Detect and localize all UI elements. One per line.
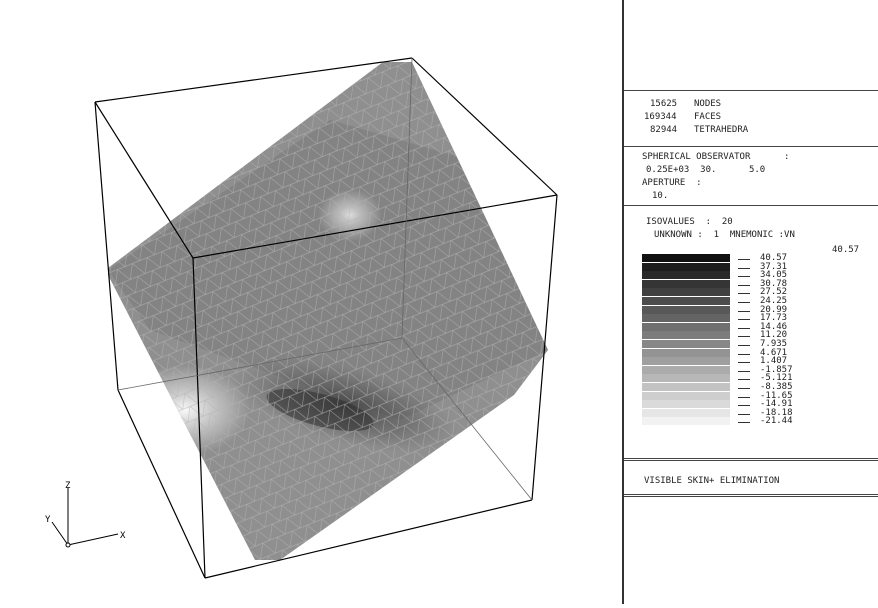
legend-swatch bbox=[642, 408, 730, 417]
legend-tick bbox=[738, 336, 750, 338]
axes-triad bbox=[51, 488, 119, 548]
y-axis bbox=[51, 521, 69, 546]
legend-value: -5.121 bbox=[760, 373, 793, 384]
legend-value: 11.20 bbox=[760, 330, 788, 341]
legend-swatch bbox=[642, 305, 730, 314]
legend-tick bbox=[738, 413, 750, 415]
observer-title: SPHERICAL OBSERVATOR bbox=[642, 152, 751, 162]
legend-tick bbox=[738, 327, 750, 329]
x-axis-label: X bbox=[120, 531, 126, 541]
legend-value: 17.73 bbox=[760, 313, 788, 324]
legend-tick bbox=[738, 284, 750, 286]
legend-swatch bbox=[642, 288, 730, 297]
legend-tick bbox=[738, 345, 750, 346]
observer-colon: : bbox=[784, 152, 790, 162]
legend-value: -8.385 bbox=[760, 382, 793, 392]
divider bbox=[624, 146, 878, 147]
legend-tick bbox=[738, 293, 750, 295]
legend-swatch bbox=[642, 254, 730, 262]
unknown-mnemonic: UNKNOWN : 1 MNEMONIC :VN bbox=[654, 230, 795, 240]
legend-tick bbox=[738, 396, 750, 398]
legend-tick bbox=[738, 362, 750, 364]
aperture-label: APERTURE : bbox=[642, 178, 702, 188]
legend-value: 30.78 bbox=[760, 278, 788, 289]
aperture-value: 10. bbox=[652, 191, 669, 201]
legend-tick bbox=[738, 405, 750, 407]
legend-swatch bbox=[642, 374, 730, 383]
z-axis-label: Z bbox=[65, 481, 71, 491]
legend-value: -18.18 bbox=[760, 407, 793, 418]
tetrahedra-label: TETRAHEDRA bbox=[694, 125, 749, 135]
legend-tick bbox=[738, 422, 750, 424]
nodes-count: 15625 bbox=[650, 99, 678, 109]
legend-value: -1.857 bbox=[760, 364, 793, 375]
legend-tick bbox=[738, 259, 750, 260]
isovalues-label: ISOVALUES : 20 bbox=[646, 217, 733, 227]
legend-value: 34.05 bbox=[760, 270, 788, 281]
legend-swatch bbox=[642, 357, 730, 366]
faces-label: FACES bbox=[694, 112, 722, 122]
legend-value: 27.52 bbox=[760, 287, 788, 298]
legend-tick bbox=[738, 267, 750, 269]
legend-swatch bbox=[642, 391, 730, 400]
tetrahedra-count: 82944 bbox=[650, 125, 678, 135]
legend-swatch bbox=[642, 279, 730, 288]
mode-label: VISIBLE SKIN+ ELIMINATION bbox=[644, 476, 780, 486]
legend-value: 4.671 bbox=[760, 347, 788, 358]
legend-value: 7.935 bbox=[760, 339, 788, 349]
legend-swatch bbox=[642, 262, 730, 271]
legend-tick bbox=[738, 319, 750, 321]
legend-swatch bbox=[642, 331, 730, 340]
legend-tick bbox=[738, 310, 750, 312]
legend-swatch bbox=[642, 314, 730, 323]
legend-value: 20.99 bbox=[760, 304, 788, 315]
legend-swatch bbox=[642, 322, 730, 331]
mesh-render: Z Y X bbox=[45, 57, 558, 579]
legend-value: 37.31 bbox=[760, 261, 788, 272]
legend-value: -14.91 bbox=[760, 399, 793, 410]
legend-swatch bbox=[642, 417, 730, 426]
3d-viewport[interactable]: Z Y X bbox=[0, 0, 622, 604]
legend-value: -11.65 bbox=[760, 390, 793, 401]
legend-swatch bbox=[642, 271, 730, 280]
legend-tick bbox=[738, 388, 750, 389]
observer-values: 0.25E+03 30. 5.0 bbox=[646, 165, 766, 175]
legend-value: 24.25 bbox=[760, 296, 788, 306]
max-value: 40.57 bbox=[832, 245, 860, 255]
legend-swatch bbox=[642, 340, 730, 348]
legend-tick bbox=[738, 379, 750, 381]
legend-swatch bbox=[642, 365, 730, 374]
y-axis-label: Y bbox=[45, 515, 51, 525]
legend-tick bbox=[738, 370, 750, 372]
legend-tick bbox=[738, 353, 750, 355]
cut-plane bbox=[108, 62, 548, 560]
legend-swatch bbox=[642, 297, 730, 305]
legend-value: 14.46 bbox=[760, 321, 788, 332]
legend-tick bbox=[738, 302, 750, 303]
bounding-box bbox=[94, 57, 558, 579]
divider bbox=[624, 494, 878, 497]
legend-swatch bbox=[642, 383, 730, 391]
info-panel: 15625 NODES 169344 FACES 82944 TETRAHEDR… bbox=[622, 0, 878, 604]
faces-count: 169344 bbox=[644, 112, 677, 122]
legend-swatch bbox=[642, 348, 730, 357]
x-axis bbox=[67, 533, 119, 546]
legend-swatch bbox=[642, 400, 730, 409]
legend-value: 40.57 bbox=[760, 253, 788, 263]
divider bbox=[624, 205, 878, 206]
nodes-label: NODES bbox=[694, 99, 722, 109]
divider bbox=[624, 458, 878, 461]
divider bbox=[624, 90, 878, 91]
legend-value: -21.44 bbox=[760, 416, 793, 427]
legend-value: 1.407 bbox=[760, 356, 788, 367]
legend-tick bbox=[738, 276, 750, 278]
